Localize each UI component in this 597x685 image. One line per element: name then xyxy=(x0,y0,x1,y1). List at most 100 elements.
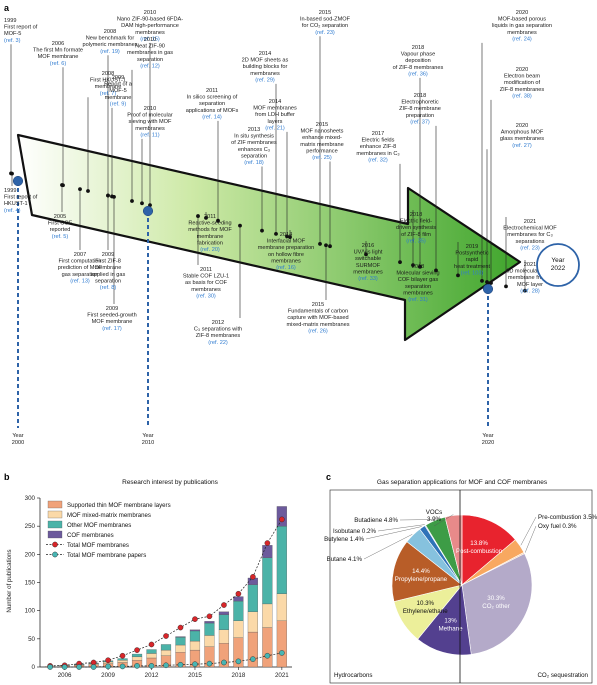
event-label: 2011 In silico screening of separation appl… xyxy=(186,88,239,120)
series-point xyxy=(105,657,111,664)
group-label-hydrocarbons: Hydrocarbons xyxy=(334,672,373,679)
series-point xyxy=(206,660,213,667)
series-point xyxy=(177,661,184,668)
bar-segment xyxy=(262,557,273,605)
x-tick-label: 2021 xyxy=(275,672,289,679)
slice-label: Isobutane 0.2% xyxy=(333,528,376,535)
legend-marker xyxy=(52,541,58,548)
event-label: 2014 2D MOF sheets as building blocks for m… xyxy=(242,51,289,83)
slice-name-label: Propylene/propane xyxy=(395,576,448,583)
pie-slices xyxy=(391,514,533,656)
bar-chart-ylabel: Number of publications xyxy=(6,549,13,612)
event-dot xyxy=(324,243,328,248)
x-tick-label: 2009 xyxy=(101,672,115,679)
event-dot xyxy=(434,268,438,273)
leader-line xyxy=(377,524,425,532)
event-dot xyxy=(130,199,134,203)
event-dot xyxy=(456,273,460,278)
event-dot xyxy=(140,201,144,206)
bar-segment xyxy=(218,611,230,615)
event-label: 1999 First report of HKUST-1 (ref. 4) xyxy=(4,188,38,214)
slice-value-label: 13.8% xyxy=(470,540,488,547)
event-label: 2005 First COF reported (ref. 5) xyxy=(48,214,73,240)
series-point xyxy=(279,650,285,656)
event-dot xyxy=(110,194,114,199)
event-dot xyxy=(106,193,110,198)
year-dot xyxy=(12,175,24,187)
year-label: Year 2000 xyxy=(12,433,24,446)
leader-line xyxy=(524,525,537,553)
event-label: 2015 MOF nanosheets enhance mixed-matrix m… xyxy=(300,122,344,161)
event-label: 2020 Electron beam modification of ZIF-8 me… xyxy=(500,67,545,99)
event-labels: 1999 First report of MOF-5 (ref. 3) 1999 Firs… xyxy=(4,10,557,446)
series-point xyxy=(264,652,271,659)
event-dot xyxy=(61,183,65,188)
slice-value-label: 13% xyxy=(444,617,457,624)
panel-label-a: a xyxy=(4,3,10,13)
year-label: Year 2010 xyxy=(142,433,154,446)
bar-segment xyxy=(131,653,143,658)
x-tick-label: 2015 xyxy=(188,672,202,679)
series-point xyxy=(47,664,53,670)
bar-chart-legend: Supported thin MOF membrane layers MOF mi… xyxy=(46,500,171,559)
event-label: 2015 Fundamentals of carbon capture with M… xyxy=(286,302,349,334)
y-tick-label: 200 xyxy=(25,551,36,558)
series-point xyxy=(177,624,184,631)
pie-slice xyxy=(461,514,516,586)
series-point xyxy=(235,658,242,665)
bar-segment xyxy=(175,636,186,638)
event-dot xyxy=(504,284,508,289)
event-dots xyxy=(9,171,527,295)
slice-label: Butadiene 4.8% xyxy=(354,517,398,524)
legend-marker xyxy=(52,551,58,558)
event-label: 2018 Vapour phase deposition of ZIF-8 membr… xyxy=(393,45,444,77)
event-label: 2020 MOF-based porous liquids in gas separ… xyxy=(492,10,552,42)
event-dot xyxy=(86,189,90,193)
series-point xyxy=(105,663,111,670)
pie-slice xyxy=(391,541,463,602)
bar-segment xyxy=(276,506,287,527)
group-label-co2: CO₂ sequestration xyxy=(537,672,588,679)
event-label: 2010 Neat ZIF-90 membranes in gas separatio… xyxy=(127,37,173,69)
bar-chart-title: Research interest by publications xyxy=(122,479,218,486)
y-tick-label: 0 xyxy=(32,664,36,671)
bar-segment xyxy=(189,629,201,632)
slice-name-label: Post-combustion xyxy=(456,548,503,555)
slice-label: Butylene 1.4% xyxy=(324,536,364,543)
series-point xyxy=(119,663,126,670)
bar-segment xyxy=(262,603,273,628)
year-dot xyxy=(142,205,154,217)
pie-slice xyxy=(417,584,472,656)
event-label: 2010 Proof of molecular sieving with MOF me… xyxy=(127,106,173,138)
pie-chart-title: Gas separation applications for MOF and … xyxy=(377,479,548,486)
slice-label: Oxy fuel 0.3% xyxy=(538,523,577,530)
series-point xyxy=(235,590,242,597)
slice-value-label: 10.3% xyxy=(417,600,435,607)
bar-segment xyxy=(218,614,230,630)
event-label: 2018 Molecular sieving COF bilayer gas sepa… xyxy=(396,264,439,303)
bar-segment xyxy=(146,653,157,659)
series-point xyxy=(250,656,256,662)
event-label: 2018 Electrophoretic ZIF-8 membrane prepara… xyxy=(399,93,441,125)
slice-name-label: Methane xyxy=(438,625,463,632)
event-label: 2015 In-based sod-ZMOF for CO₂ separation(… xyxy=(300,10,351,36)
x-tick-label: 2006 xyxy=(58,672,72,679)
year-dashes xyxy=(17,181,489,428)
series-point xyxy=(250,574,256,580)
panel-label-b: b xyxy=(4,472,10,482)
legend-label: Other MOF membranes xyxy=(67,522,131,529)
series-point xyxy=(264,540,271,546)
legend-label: Supported thin MOF membrane layers xyxy=(67,502,171,509)
bar-segment xyxy=(247,584,258,612)
slice-name-label: Ethylene/ethane xyxy=(403,608,448,615)
legend-label: Total MOF membranes xyxy=(67,542,129,549)
pie-slice xyxy=(444,514,463,586)
legend-label: Total MOF membrane papers xyxy=(67,552,146,559)
series-point xyxy=(61,664,68,670)
event-label: 2009 First seeded-growth MOF membrane (ref.… xyxy=(87,306,136,332)
event-label: 2008 First HKUST-1 membrane (ref. 7) xyxy=(90,71,126,97)
year-2022-label: Year 2022 xyxy=(551,257,566,272)
series-point xyxy=(90,664,97,670)
slice-value-label: 30.3% xyxy=(487,595,505,602)
bar-segment xyxy=(204,622,215,636)
